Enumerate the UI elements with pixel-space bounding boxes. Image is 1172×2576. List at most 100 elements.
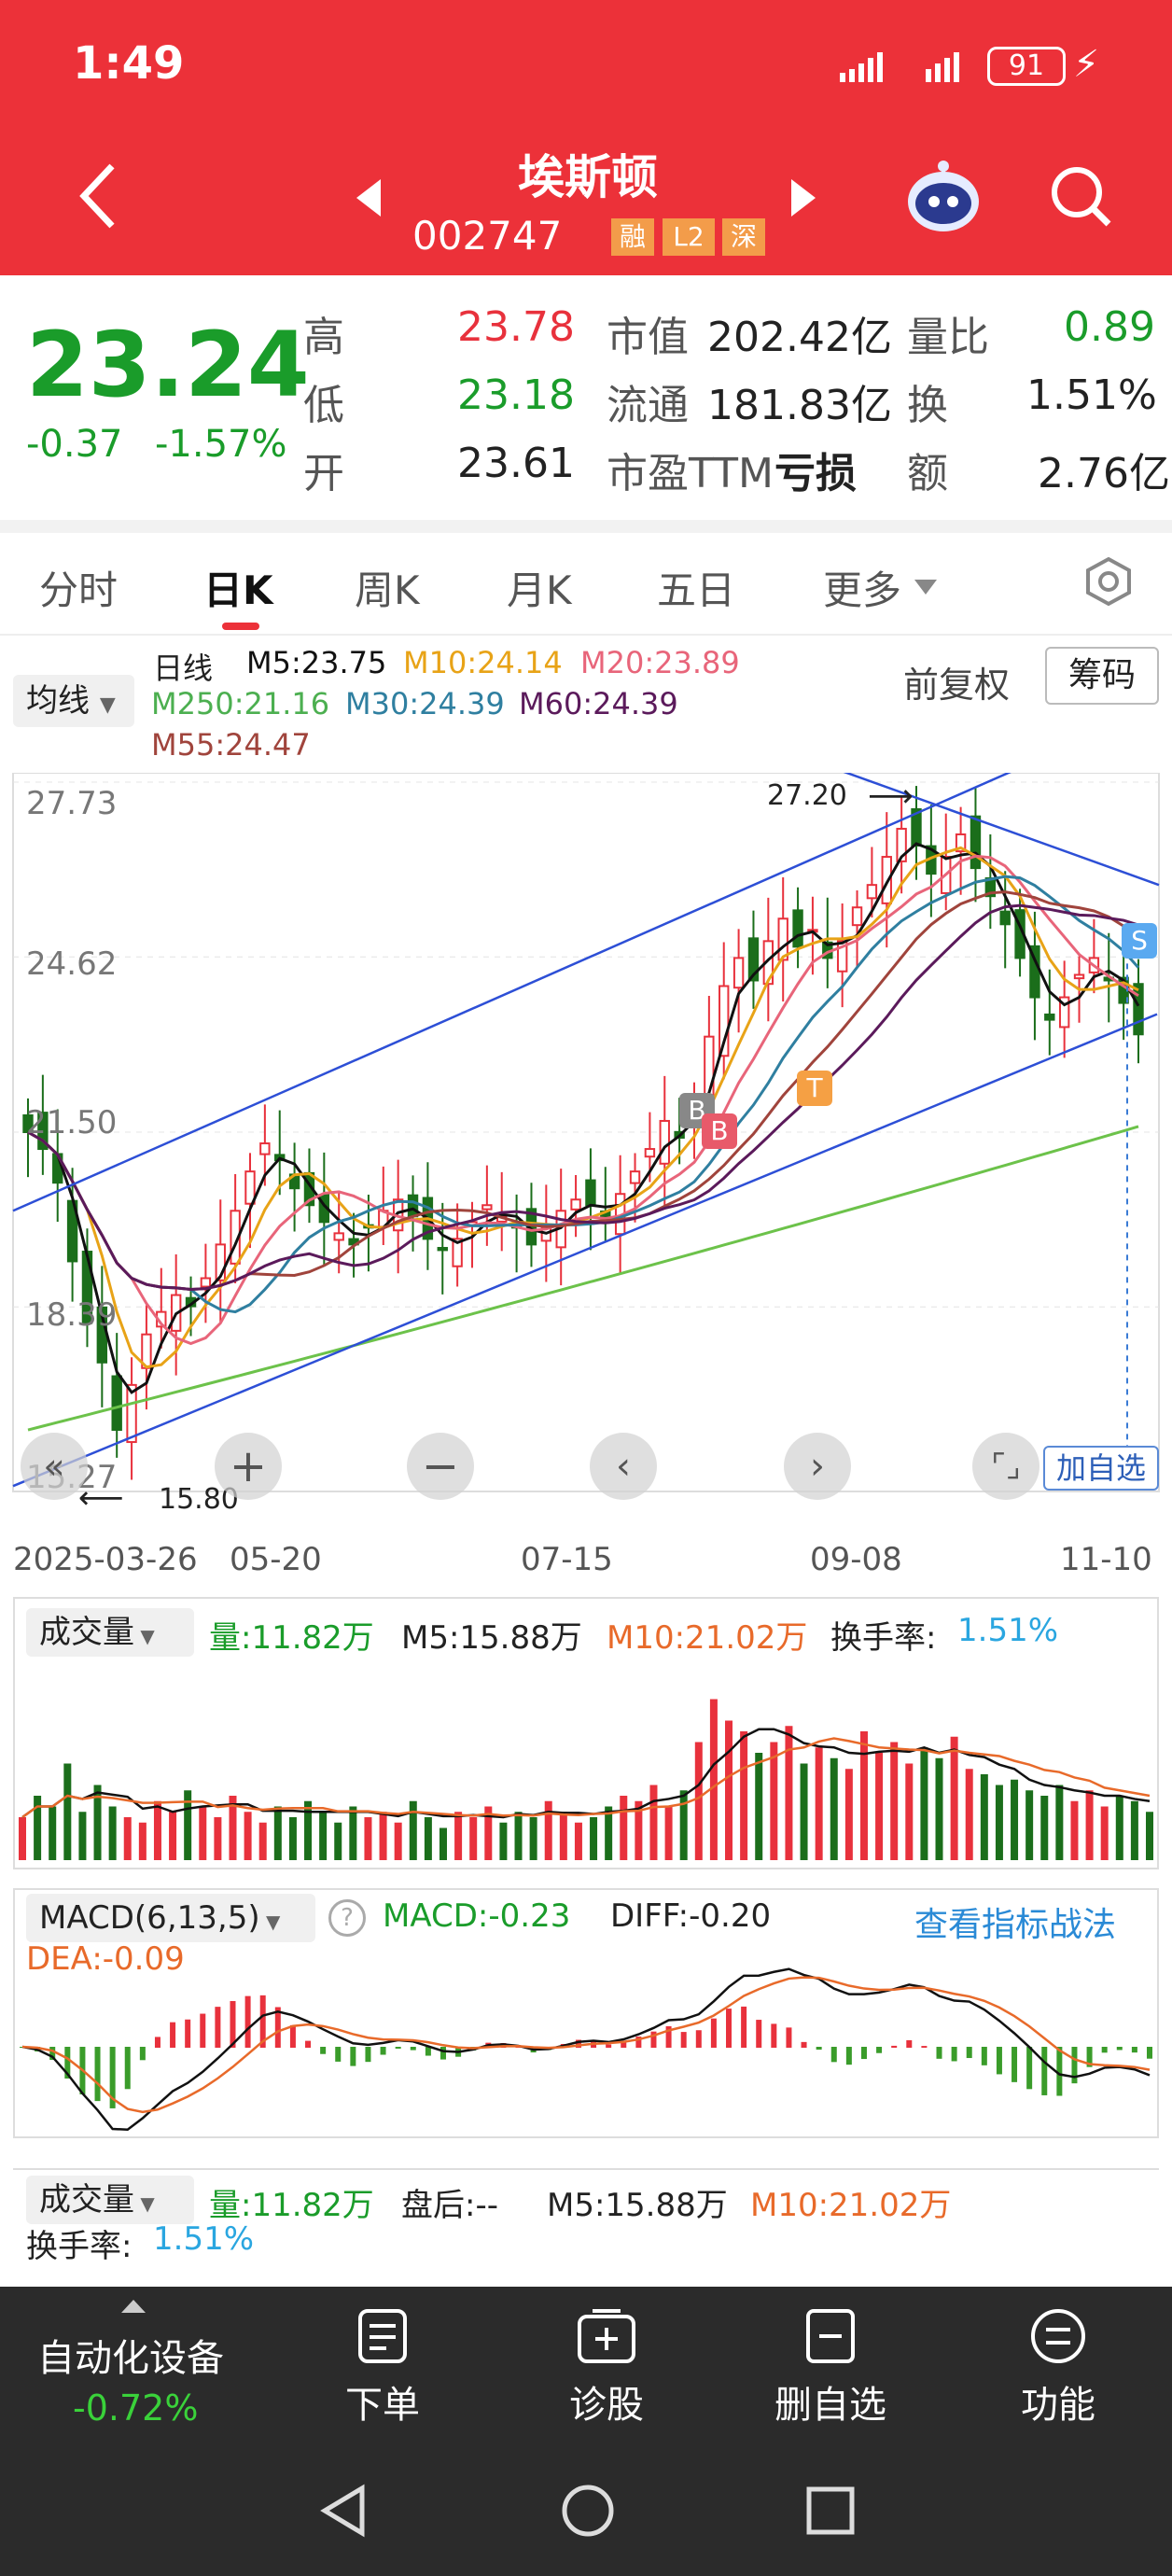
macd-bar	[94, 2047, 101, 2102]
rewind-button[interactable]: «	[21, 1433, 88, 1500]
ma-m30: M30:24.39	[345, 686, 505, 721]
tab-five-day[interactable]: 五日	[657, 567, 736, 613]
function-button[interactable]: 功能	[1012, 2307, 1105, 2429]
ma-m250: M250:21.16	[151, 686, 330, 721]
chips-button[interactable]: 筹码	[1045, 647, 1159, 705]
macd-bar	[695, 2030, 702, 2048]
settings-icon[interactable]	[1082, 555, 1135, 611]
period-label: 日线	[153, 651, 214, 686]
macd-svg	[20, 1967, 1152, 2131]
expand-up-icon[interactable]	[119, 2298, 147, 2318]
tab-daily-k[interactable]: 日K	[203, 567, 273, 613]
search-icon[interactable]	[1049, 164, 1114, 233]
y-tick-2: 21.50	[26, 1104, 118, 1141]
current-price: 23.24	[26, 313, 310, 417]
macd-value: MACD:-0.23	[383, 1897, 571, 1935]
volume-m5: M5:15.88万	[401, 1619, 582, 1657]
macd-panel	[13, 1888, 1159, 2138]
candle	[481, 1204, 493, 1211]
sell-marker[interactable]: S	[1122, 923, 1157, 959]
volume-bar	[1100, 1806, 1109, 1860]
volume-bar	[49, 1806, 57, 1860]
kline-svg[interactable]	[0, 773, 1172, 1538]
ma-selector[interactable]: 均线 ▼	[13, 675, 134, 727]
macd-selector[interactable]: MACD(6,13,5) ▼	[26, 1894, 315, 1942]
macd-bar	[606, 2044, 612, 2048]
macd-bar	[320, 2047, 327, 2054]
macd-bar	[621, 2041, 627, 2048]
robot-icon[interactable]	[903, 157, 984, 241]
candle	[836, 940, 848, 973]
x-tick-1: 05-20	[230, 1541, 322, 1578]
volume-bar	[34, 1796, 42, 1860]
nav-home-icon[interactable]	[560, 2483, 616, 2542]
after-hours-value: 盘后:--	[401, 2187, 498, 2224]
volume-bar	[214, 1817, 222, 1860]
scroll-left-button[interactable]: ‹	[590, 1433, 657, 1500]
volume2-selector[interactable]: 成交量 ▼	[26, 2176, 194, 2224]
volume-bar	[244, 1812, 252, 1860]
candle	[437, 1247, 448, 1252]
candle	[719, 985, 730, 1057]
volume-bar	[229, 1796, 237, 1860]
float-label: 流通	[607, 382, 689, 429]
volume-bar	[574, 1822, 582, 1860]
add-watchlist-button[interactable]: 加自选	[1043, 1446, 1159, 1491]
menu-icon	[1031, 2309, 1085, 2363]
macd-bar	[756, 2020, 762, 2048]
macd-bar	[244, 1995, 251, 2048]
volume-bar	[529, 1817, 537, 1860]
sector-name[interactable]: 自动化设备	[37, 2337, 224, 2380]
macd-bar	[1131, 2047, 1137, 2053]
next-stock-icon[interactable]	[789, 177, 817, 222]
macd-bar	[64, 2047, 71, 2079]
nav-back-icon[interactable]	[317, 2483, 370, 2542]
volume-bar	[1146, 1812, 1153, 1860]
t-marker[interactable]: T	[797, 1071, 832, 1106]
volume-bar	[950, 1736, 958, 1860]
remove-watchlist-button[interactable]: 删自选	[765, 2307, 896, 2429]
ma-m20: M20:23.89	[580, 645, 740, 680]
candle	[999, 910, 1011, 926]
diagnose-button[interactable]: 诊股	[560, 2307, 653, 2429]
fullscreen-button[interactable]: ⌜⌟	[972, 1433, 1039, 1500]
macd-bar	[365, 2047, 371, 2063]
trend-line-lower	[12, 1013, 1158, 1488]
volume-bar	[514, 1812, 523, 1860]
order-button[interactable]: 下单	[336, 2307, 429, 2429]
diagnose-icon	[578, 2309, 635, 2363]
tab-intraday[interactable]: 分时	[39, 567, 119, 613]
macd-bar	[845, 2047, 852, 2065]
ma-line	[27, 842, 1140, 1394]
prev-stock-icon[interactable]	[355, 177, 383, 222]
help-icon[interactable]: ?	[328, 1899, 366, 1937]
remove-icon	[806, 2309, 855, 2363]
kline-chart-area: 均线 ▼ 日线 M5:23.75 M10:24.14 M20:23.89 M25…	[0, 637, 1172, 2289]
tab-weekly-k[interactable]: 周K	[355, 567, 420, 613]
volume-value: 量:11.82万	[209, 1619, 374, 1657]
macd-bar	[185, 2019, 191, 2048]
candle	[896, 827, 907, 862]
zoom-out-button[interactable]: −	[407, 1433, 474, 1500]
candle	[851, 906, 863, 927]
nav-recent-icon[interactable]	[804, 2485, 857, 2541]
macd-bar	[1116, 2047, 1123, 2051]
macd-bar	[170, 2022, 176, 2048]
back-icon[interactable]	[75, 159, 121, 233]
tab-monthly-k[interactable]: 月K	[507, 567, 572, 613]
volume-bar	[469, 1817, 478, 1860]
buy-marker[interactable]: B	[702, 1113, 737, 1149]
tab-more[interactable]: 更多	[823, 567, 902, 613]
candle	[407, 1194, 419, 1218]
chevron-down-icon: ▼	[259, 1911, 281, 1933]
indicator-tactics-link[interactable]: 查看指标战法	[914, 1906, 1117, 1944]
volume-bar	[63, 1763, 72, 1860]
candle	[777, 917, 788, 961]
adjust-button[interactable]: 前复权	[903, 665, 1011, 706]
scroll-right-button[interactable]: ›	[784, 1433, 851, 1500]
macd-bar	[921, 2046, 928, 2048]
zoom-in-button[interactable]: +	[215, 1433, 282, 1500]
volume-selector[interactable]: 成交量 ▼	[26, 1608, 194, 1657]
candle	[1044, 1013, 1055, 1021]
volume-bar	[694, 1742, 703, 1860]
